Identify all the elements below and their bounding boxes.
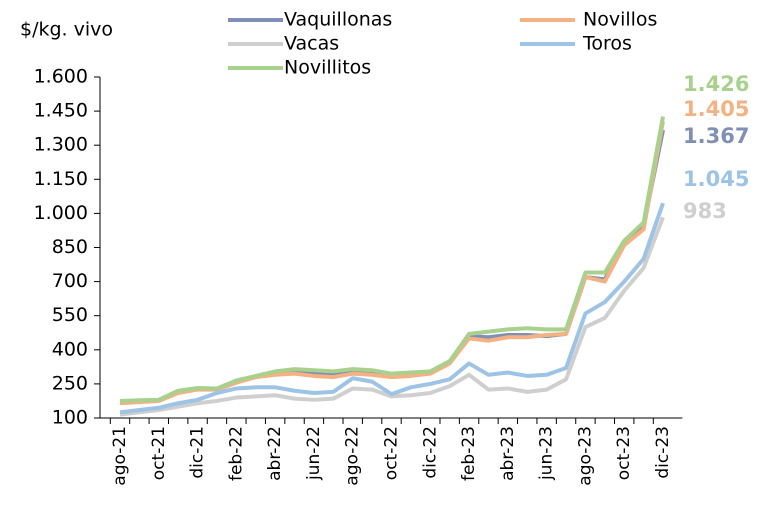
- legend-label: Vacas: [284, 33, 339, 55]
- y-tick-label: 100: [52, 407, 88, 429]
- legend-label: Toros: [582, 33, 632, 55]
- x-tick-label: dic-23: [653, 426, 673, 479]
- legend-label: Novillos: [583, 9, 657, 31]
- x-tick-label: jun-22: [304, 426, 324, 481]
- x-tick-label: oct-23: [614, 426, 634, 480]
- x-tick-label: oct-21: [149, 426, 169, 480]
- y-tick-label: 400: [52, 338, 88, 360]
- y-axis-label: $/kg. vivo: [20, 19, 113, 41]
- data-label: 1.426: [683, 72, 749, 96]
- y-tick-label: 1.450: [34, 100, 88, 122]
- data-label: 1.045: [683, 167, 749, 191]
- y-tick-label: 1.600: [34, 66, 88, 88]
- x-tick-label: ago-21: [110, 426, 130, 486]
- x-tick-label: ago-23: [575, 426, 595, 486]
- legend-label: Novillitos: [284, 57, 371, 79]
- y-tick-label: 250: [52, 372, 88, 394]
- y-tick-label: 1.150: [34, 168, 88, 190]
- y-tick-label: 850: [52, 236, 88, 258]
- x-tick-label: dic-22: [420, 426, 440, 479]
- series-line: [119, 116, 665, 403]
- x-tick-label: abr-23: [498, 426, 518, 481]
- y-tick-label: 1.000: [34, 202, 88, 224]
- x-tick-label: ago-22: [343, 426, 363, 486]
- x-tick-label: jun-23: [537, 426, 557, 481]
- data-label: 983: [683, 199, 727, 223]
- x-tick-label: feb-23: [459, 426, 479, 481]
- x-tick-label: feb-22: [226, 426, 246, 481]
- y-tick-label: 1.300: [34, 134, 88, 156]
- x-tick-label: oct-22: [382, 426, 402, 480]
- y-tick-label: 700: [52, 270, 88, 292]
- series-line: [119, 129, 665, 405]
- legend-label: Vaquillonas: [284, 9, 392, 31]
- data-label: 1.367: [683, 124, 749, 148]
- x-tick-label: dic-21: [188, 426, 208, 479]
- series-line: [119, 216, 665, 417]
- series-line: [119, 202, 665, 415]
- y-tick-label: 550: [52, 304, 88, 326]
- series-line: [119, 120, 665, 406]
- x-tick-label: abr-22: [265, 426, 285, 481]
- data-label: 1.405: [683, 97, 749, 121]
